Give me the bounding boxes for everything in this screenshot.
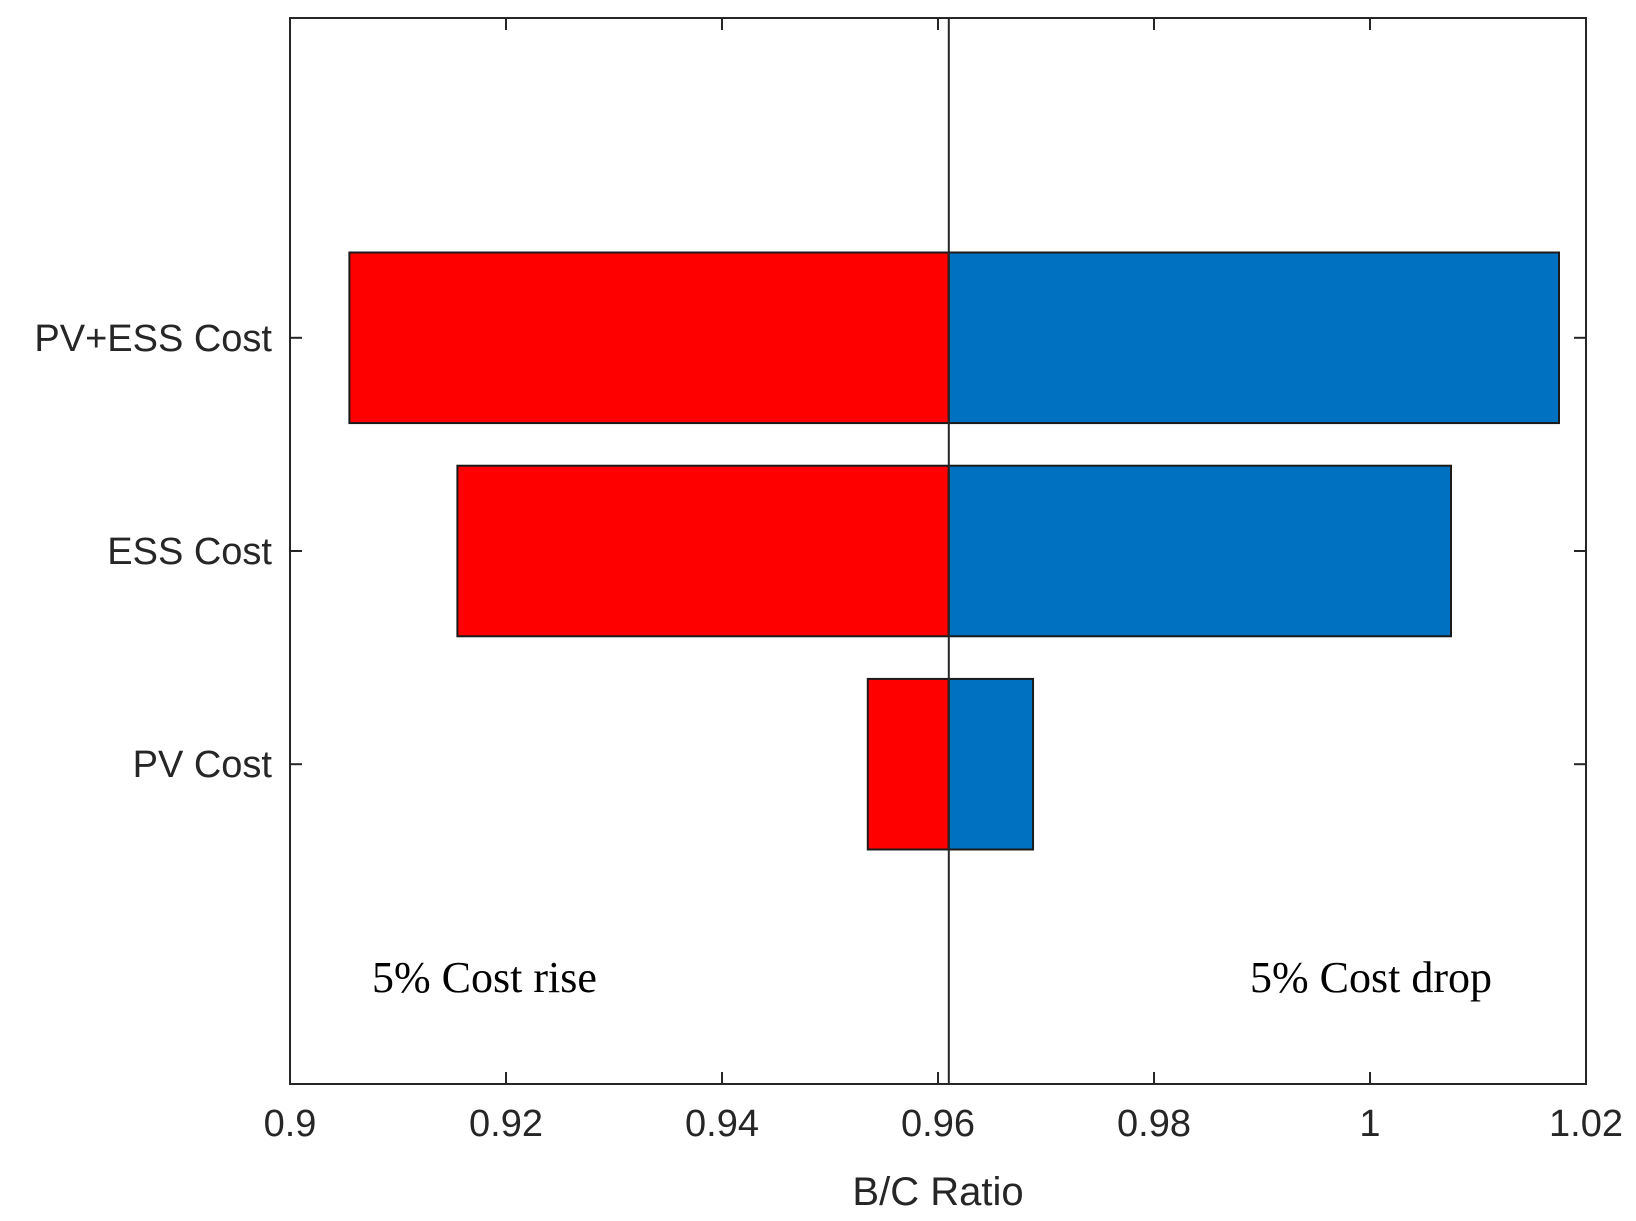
y-tick-label: PV+ESS Cost: [34, 318, 272, 360]
x-tick-label: 0.94: [685, 1103, 759, 1145]
annotation-cost-drop: 5% Cost drop: [1250, 953, 1492, 1002]
bar-drop-ess-cost: [947, 464, 1452, 638]
x-tick-label: 0.96: [901, 1103, 975, 1145]
x-tick-label: 0.9: [264, 1103, 317, 1145]
x-tick-label: 1: [1359, 1103, 1380, 1145]
bar-rise-pv-ess-cost: [348, 251, 950, 425]
bars-group: [348, 251, 1560, 851]
bar-drop-pv-cost: [947, 677, 1035, 851]
x-tick-label: 0.98: [1117, 1103, 1191, 1145]
bar-drop-pv-ess-cost: [947, 251, 1560, 425]
x-tick-label: 1.02: [1549, 1103, 1623, 1145]
x-tick-label: 0.92: [469, 1103, 543, 1145]
x-axis-title: B/C Ratio: [852, 1170, 1023, 1214]
bar-rise-ess-cost: [456, 464, 950, 638]
annotation-cost-rise: 5% Cost rise: [372, 953, 597, 1002]
y-tick-label: ESS Cost: [107, 531, 272, 573]
y-ticks-group: PV Cost ESS Cost PV+ESS Cost: [34, 318, 1586, 786]
y-tick-label: PV Cost: [133, 744, 273, 786]
bar-rise-pv-cost: [866, 677, 950, 851]
x-ticks-group: 0.9 0.92 0.94 0.96 0.98 1 1.02: [264, 18, 1623, 1145]
